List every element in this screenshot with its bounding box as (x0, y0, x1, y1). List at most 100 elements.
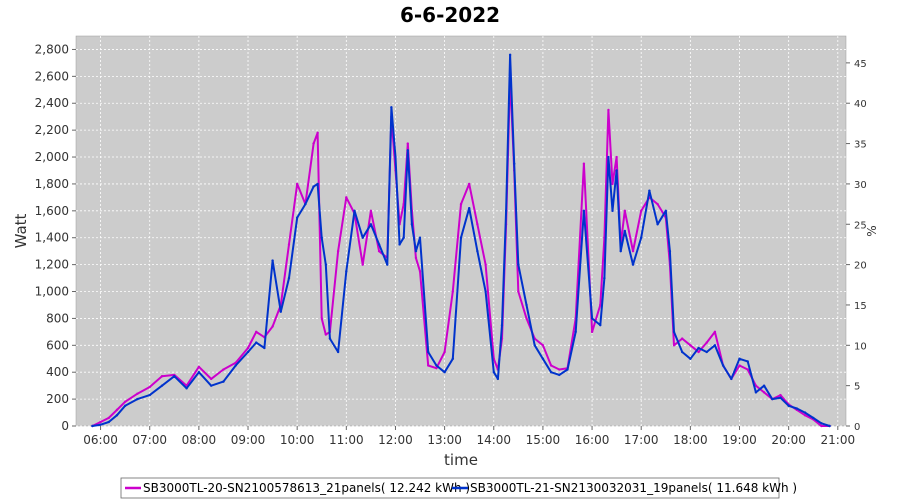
series-1-point (316, 131, 319, 135)
series-2-point (386, 263, 389, 266)
series-2-point (590, 317, 594, 320)
series-2-point (795, 407, 799, 410)
series-1-point (697, 350, 700, 354)
series-2-point (668, 249, 672, 253)
series-2-point (787, 404, 790, 408)
series-2-point (197, 371, 201, 374)
series-2-point (148, 393, 151, 397)
series-2-point (713, 344, 717, 347)
series-1-point (361, 263, 364, 266)
series-1-point (209, 377, 213, 381)
y-tick-label: 1,000 (35, 285, 69, 299)
y2-tick-label: 5 (854, 382, 860, 393)
y2-tick-label: 40 (854, 99, 867, 110)
series-2-point (500, 323, 504, 327)
series-2-point (304, 202, 307, 206)
series-1-point (713, 330, 717, 334)
series-2-point (730, 377, 733, 381)
series-1-point (607, 108, 610, 112)
series-2-point (414, 249, 418, 253)
y-tick-label: 400 (46, 365, 69, 379)
x-axis-label: time (444, 451, 478, 469)
series-2-point (525, 303, 528, 307)
series-2-point (115, 414, 119, 417)
series-2-point (91, 424, 94, 428)
series-2-point (640, 236, 643, 239)
series-1-point (599, 303, 602, 307)
series-2-point (771, 397, 774, 401)
series-1-point (467, 182, 471, 186)
series-1-point (525, 317, 528, 320)
y2-tick-label: 30 (854, 180, 867, 191)
series-2-point (566, 368, 569, 371)
series-1-point (414, 256, 418, 260)
series-1-point (123, 400, 127, 403)
series-2-point (828, 424, 831, 428)
x-tick-label: 19:00 (722, 433, 757, 447)
series-1-point (418, 270, 422, 273)
y-tick-label: 1,800 (35, 177, 69, 191)
series-2-point (541, 357, 545, 360)
series-1-point (558, 368, 561, 371)
series-2-point (484, 290, 487, 293)
series-1-point (107, 416, 110, 420)
series-1-point (160, 375, 164, 378)
series-2-point (234, 364, 237, 367)
series-2-point (558, 373, 561, 377)
series-2-point (705, 350, 708, 354)
series-2-point (513, 162, 516, 165)
x-tick-label: 14:00 (476, 433, 511, 447)
y-tick-label: 200 (46, 392, 69, 406)
y-tick-label: 2,000 (35, 150, 69, 164)
y2-axis-label: % (865, 225, 879, 236)
legend-label-series-1: SB3000TL-20-SN2100578613_21panels( 12.24… (143, 481, 470, 495)
series-1-point (345, 196, 348, 199)
series-1-point (136, 392, 139, 395)
series-2-point (812, 416, 815, 420)
series-2-point (656, 223, 659, 226)
series-2-point (496, 377, 500, 381)
series-2-point (406, 149, 409, 152)
series-2-point (459, 236, 463, 239)
series-2-point (390, 106, 393, 109)
series-2-point (607, 155, 610, 159)
gridlines (76, 36, 846, 427)
series-2-point (451, 357, 455, 360)
y-tick-label: 1,400 (35, 231, 69, 245)
legend-label-series-2: SB3000TL-21-SN2130032031_19panels( 11.64… (470, 481, 797, 495)
y-tick-label: 600 (46, 338, 69, 352)
x-tick-label: 15:00 (526, 433, 561, 447)
series-1-point (615, 155, 618, 159)
series-2-point (209, 384, 213, 387)
series-2-point (492, 371, 495, 374)
y2-tick-label: 0 (854, 422, 860, 433)
y-axis-label: Watt (12, 213, 30, 248)
series-1-point (738, 364, 741, 367)
series-1-point (549, 364, 553, 367)
series-2-point (820, 422, 823, 425)
series-1-point (443, 350, 446, 354)
series-2-point (508, 53, 512, 57)
series-2-point (402, 236, 405, 239)
series-2-point (324, 263, 328, 266)
series-2-point (582, 209, 586, 213)
series-1-point (197, 365, 201, 369)
series-1-point (406, 142, 409, 145)
series-2-point (467, 206, 471, 210)
series-2-point (295, 216, 299, 219)
series-2-point (361, 236, 364, 239)
series-1-point (517, 290, 520, 293)
series-1-point (590, 330, 594, 334)
series-2-point (312, 185, 315, 188)
x-axis-ticks: 06:00 07:00 08:00 09:00 10:00 11:00 12:00 13:00… (83, 426, 855, 447)
series-2-point (320, 236, 323, 239)
series-1-point (705, 341, 708, 344)
series-2-point (345, 270, 348, 273)
series-2-point (185, 387, 188, 390)
series-2-point (246, 350, 250, 354)
y-tick-label: 2,600 (35, 69, 69, 83)
series-1-point (459, 202, 463, 206)
series-2-point (279, 310, 282, 313)
series-2-point (603, 276, 606, 280)
